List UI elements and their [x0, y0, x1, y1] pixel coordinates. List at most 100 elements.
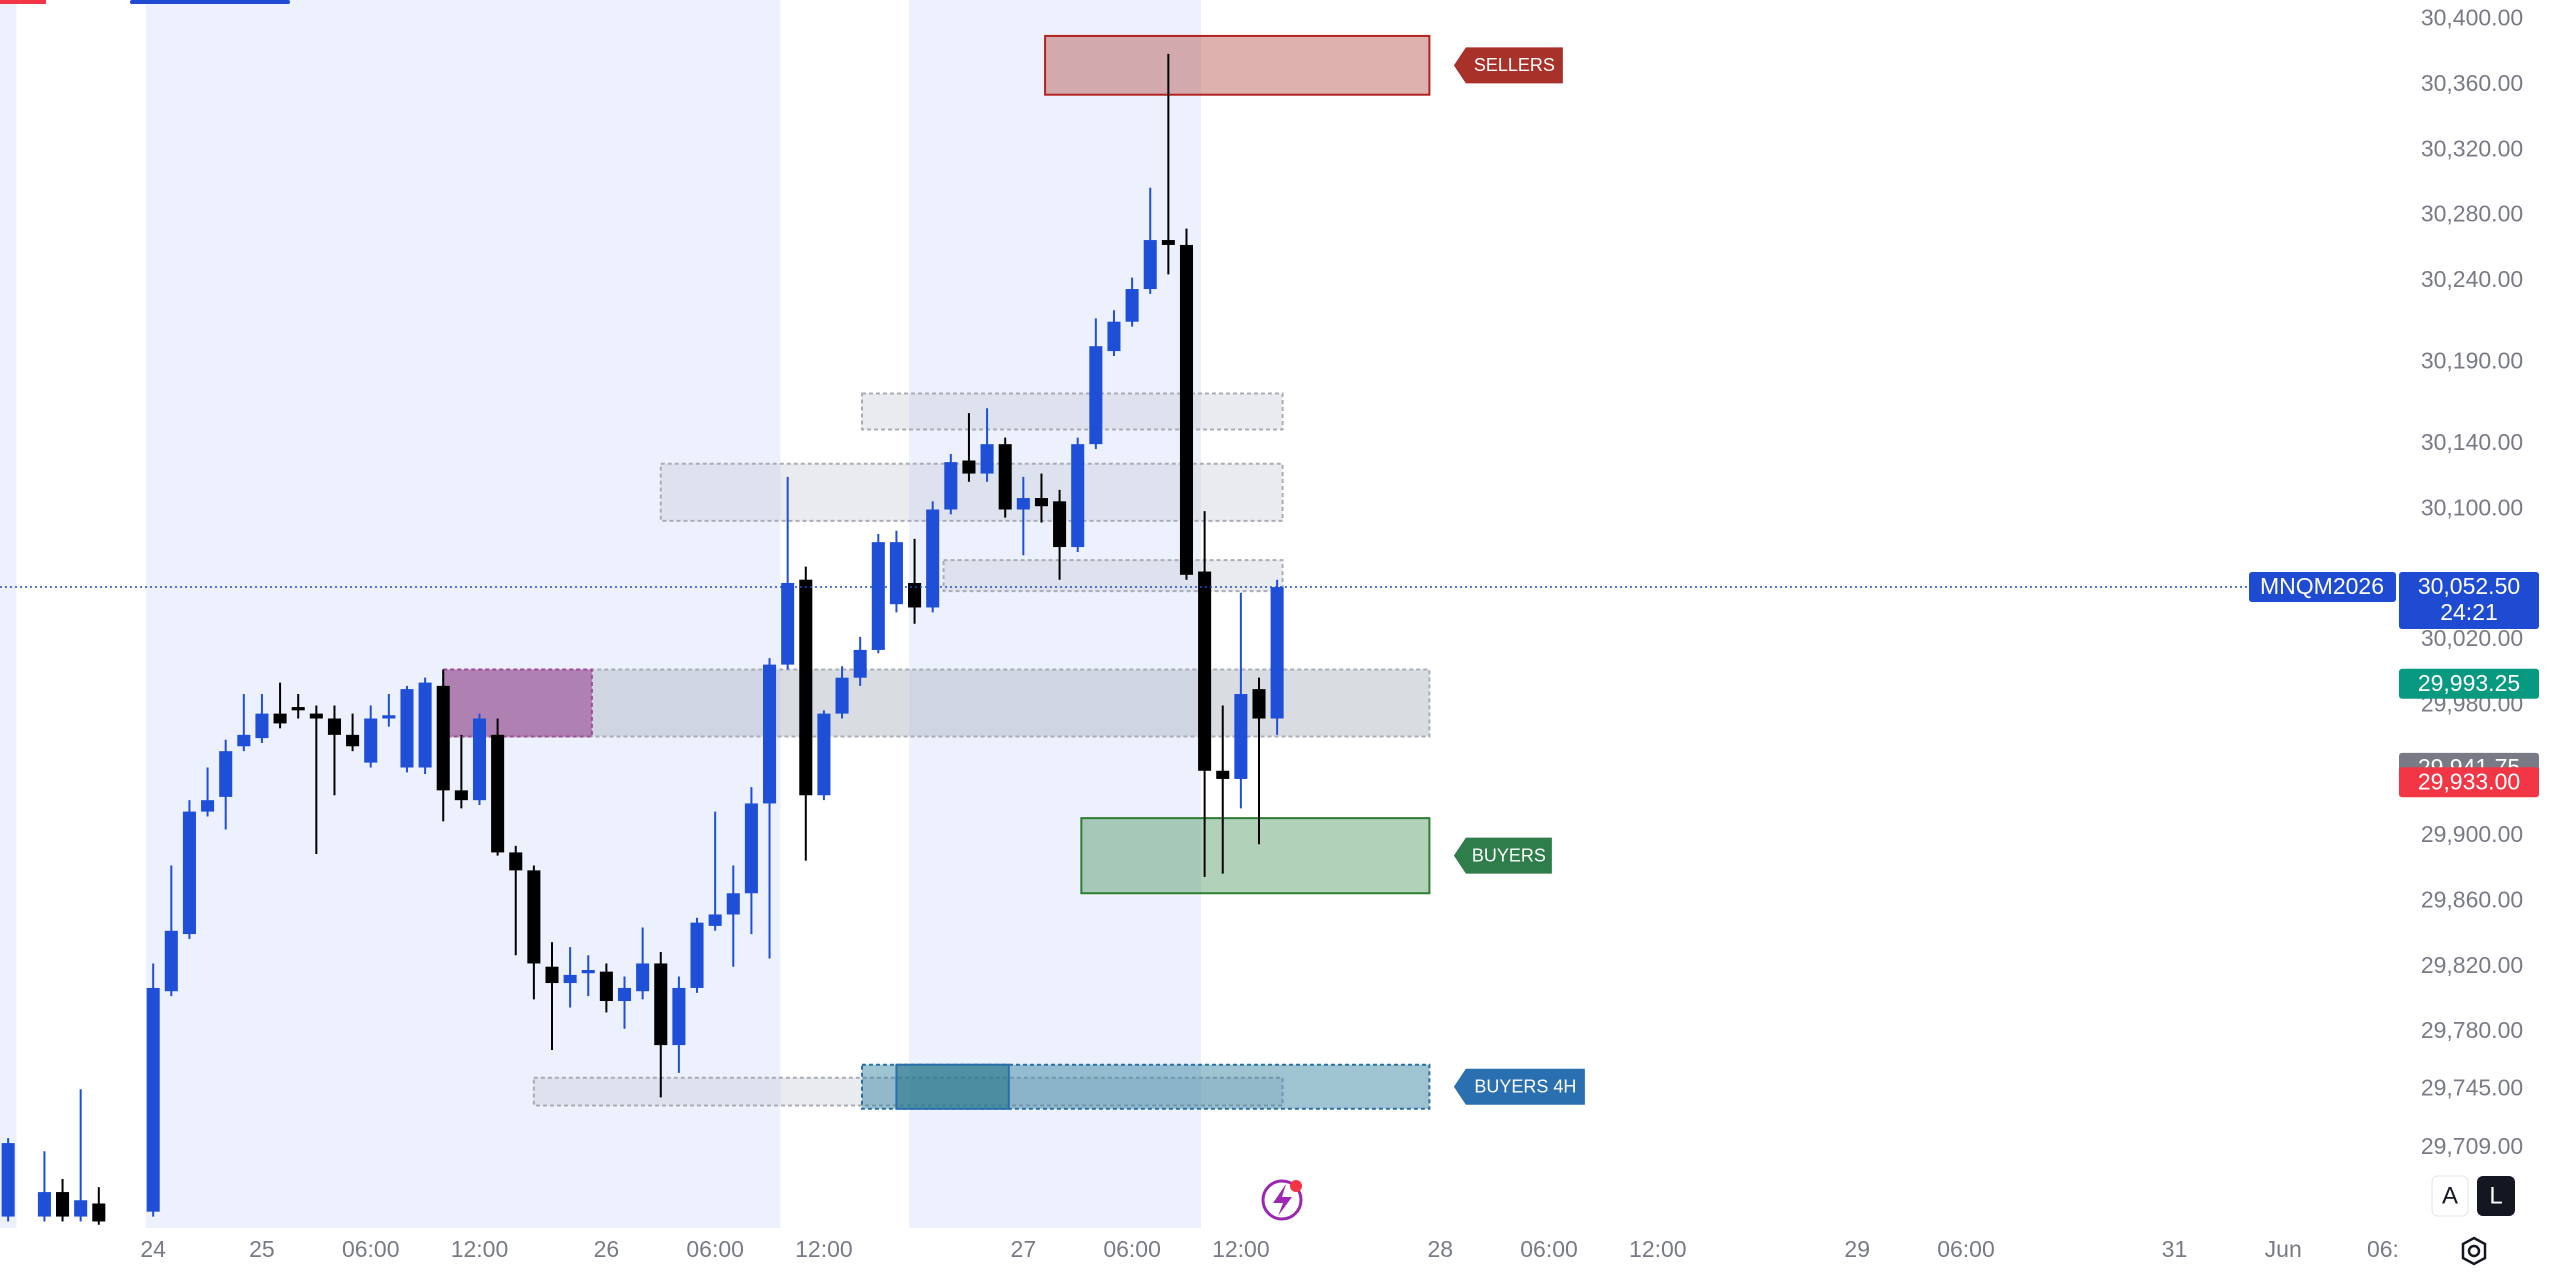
zone: [895, 1063, 1010, 1110]
toolbar-fragment[interactable]: [130, 0, 290, 4]
candle-body: [1234, 694, 1248, 779]
y-tick-label: 29,860.00: [2421, 886, 2523, 912]
candle-body: [219, 751, 233, 797]
y-tick-label: 30,280.00: [2421, 201, 2523, 227]
candle-body: [1198, 571, 1212, 771]
x-tick-label: 12:00: [1629, 1236, 1687, 1262]
price-tag-label: 30,052.50: [2418, 573, 2520, 599]
lightning-icon[interactable]: [1261, 1179, 1303, 1221]
candle-body: [636, 963, 650, 992]
zone: [1044, 34, 1431, 96]
candle-body: [799, 579, 813, 796]
zone: [942, 559, 1284, 593]
x-tick-label: 27: [1011, 1236, 1037, 1262]
candle-body: [1125, 289, 1139, 322]
toolbar-fragment[interactable]: [0, 0, 46, 4]
countdown: 24:21: [2440, 599, 2498, 625]
log-button[interactable]: [2477, 1176, 2515, 1216]
candle-body: [962, 460, 976, 474]
price-tag: [2399, 767, 2539, 798]
candle-body: [37, 1192, 51, 1217]
candle-body: [436, 685, 450, 791]
candle-body: [926, 509, 940, 608]
candle-body: [581, 969, 595, 974]
x-tick-label: 12:00: [795, 1236, 853, 1262]
x-tick-label: 28: [1427, 1236, 1453, 1262]
y-tick-label: 29,900.00: [2421, 821, 2523, 847]
zone-tag-label: BUYERS: [1472, 845, 1546, 865]
y-tick-label: 30,400.00: [2421, 5, 2523, 31]
candle-body: [182, 811, 196, 935]
y-tick-label: 30,360.00: [2421, 70, 2523, 96]
x-tick-label: 06:00: [1520, 1236, 1578, 1262]
x-tick-label: 24: [140, 1236, 166, 1262]
candle-body: [255, 713, 269, 739]
log-button-label[interactable]: L: [2489, 1182, 2502, 1209]
candle-body: [400, 689, 414, 768]
price-tag-label: 29,933.00: [2418, 768, 2520, 794]
candle-body: [817, 713, 831, 796]
zone-tag: [1453, 1068, 1585, 1105]
candle-body: [1089, 346, 1103, 445]
candle-body: [944, 462, 958, 510]
candle-body: [545, 966, 559, 984]
candle-body: [56, 1192, 70, 1217]
candle-body: [672, 987, 686, 1046]
candle-body: [908, 582, 922, 608]
candle-body: [273, 713, 287, 724]
candle-body: [744, 803, 758, 894]
candle-body: [309, 713, 323, 719]
candle-body: [726, 893, 740, 915]
candle-body: [1053, 501, 1067, 548]
y-tick-label: 30,240.00: [2421, 266, 2523, 292]
symbol-label: MNQM2026: [2260, 573, 2384, 599]
candle-body: [1107, 321, 1121, 352]
x-tick-label: 06:: [2367, 1236, 2399, 1262]
x-tick-label: 26: [594, 1236, 620, 1262]
y-tick-label: 30,190.00: [2421, 348, 2523, 374]
candle-body: [382, 715, 396, 719]
candle-body: [1161, 240, 1175, 245]
auto-button-label[interactable]: A: [2442, 1182, 2458, 1209]
candle-body: [327, 718, 341, 735]
candle-body: [763, 664, 777, 804]
candle-body: [74, 1200, 88, 1217]
candle-body: [201, 800, 215, 812]
settings-icon[interactable]: [2461, 1236, 2487, 1266]
candle-body: [92, 1203, 106, 1222]
candle-body: [364, 718, 378, 763]
x-tick-label: 25: [249, 1236, 275, 1262]
zone: [1080, 817, 1431, 895]
candle-body: [346, 734, 360, 747]
x-tick-label: Jun: [2265, 1236, 2302, 1262]
y-tick-label: 29,745.00: [2421, 1074, 2523, 1100]
candle-body: [1, 1143, 15, 1217]
x-tick-label: 29: [1844, 1236, 1870, 1262]
zone-tag: [1453, 837, 1552, 874]
x-tick-label: 12:00: [451, 1236, 509, 1262]
auto-button[interactable]: [2431, 1175, 2469, 1217]
scale-buttons: A L: [2431, 1175, 2515, 1217]
candle-body: [291, 707, 305, 711]
y-tick-label: 29,780.00: [2421, 1017, 2523, 1043]
x-tick-label: 06:00: [686, 1236, 744, 1262]
candle-body: [690, 922, 704, 988]
candle-body: [1252, 689, 1266, 719]
session-shade: [0, 0, 17, 1228]
x-tick-label: 06:00: [342, 1236, 400, 1262]
candle-body: [889, 542, 903, 605]
price-tag: [2399, 668, 2539, 699]
zone-tag: [1453, 47, 1563, 84]
y-tick-label: 30,320.00: [2421, 135, 2523, 161]
price-tag-label: 29,993.25: [2418, 670, 2520, 696]
candle-body: [599, 971, 613, 1002]
candle-body: [708, 914, 722, 926]
candle-body: [617, 987, 632, 1002]
candle-body: [454, 790, 468, 801]
zone: [442, 668, 593, 738]
x-tick-label: 12:00: [1212, 1236, 1270, 1262]
candle-body: [998, 444, 1012, 510]
plot-area: SELLERS BUYERS BUYERS 4H: [0, 0, 2392, 1228]
